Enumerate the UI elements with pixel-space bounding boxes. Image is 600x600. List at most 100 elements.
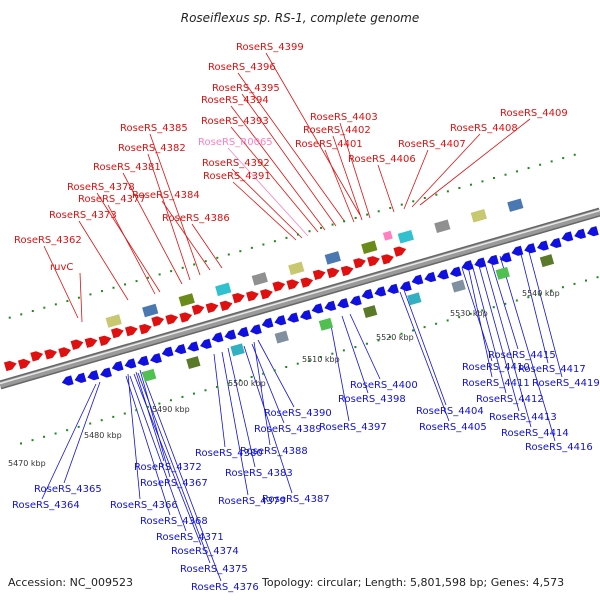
leader-line-bottom xyxy=(125,375,171,516)
reverse-gene xyxy=(224,329,237,340)
feature-block xyxy=(324,251,341,265)
leader-line-top xyxy=(237,72,346,223)
tick-label: 5540 kbp xyxy=(522,289,560,298)
scale-dot-0 xyxy=(331,223,334,226)
scale-dot-1 xyxy=(112,415,115,418)
reverse-gene xyxy=(487,254,499,266)
scale-dot-0 xyxy=(366,213,369,216)
feature-block xyxy=(186,356,201,370)
reverse-gene xyxy=(211,332,224,343)
reverse-gene xyxy=(437,269,449,280)
gene-label-top: RoseRS_4392 xyxy=(202,158,270,169)
scale-dot-0 xyxy=(227,253,230,256)
feature-block xyxy=(142,303,159,318)
scale-dot-1 xyxy=(458,316,461,319)
scale-dot-0 xyxy=(516,170,519,173)
gene-label-bottom: RoseRS_4419 xyxy=(532,378,600,389)
tick-label: 5490 kbp xyxy=(152,405,190,414)
reverse-gene xyxy=(399,281,412,292)
leader-line-bottom xyxy=(257,339,295,408)
reverse-gene xyxy=(499,252,512,263)
scale-dot-1 xyxy=(527,296,530,299)
reverse-gene xyxy=(174,343,187,355)
tick-label: 5480 kbp xyxy=(84,431,122,440)
reverse-gene xyxy=(461,260,474,271)
forward-gene xyxy=(44,349,58,360)
forward-gene xyxy=(326,267,340,279)
gene-label-top: RoseRS_4409 xyxy=(500,108,568,119)
reverse-gene xyxy=(274,315,287,326)
scale-dot-1 xyxy=(515,299,518,302)
gene-label-top: RoseRS_4391 xyxy=(203,171,271,182)
forward-gene xyxy=(312,269,326,281)
scale-dot-0 xyxy=(77,296,80,299)
scale-dot-1 xyxy=(365,342,368,345)
feature-block xyxy=(470,208,487,223)
reverse-gene xyxy=(200,338,212,349)
forward-gene xyxy=(381,254,394,265)
scale-dot-0 xyxy=(550,160,553,163)
scale-dot-0 xyxy=(377,210,380,213)
scale-dot-1 xyxy=(285,365,288,368)
feature-block xyxy=(361,240,378,255)
reverse-gene xyxy=(537,240,549,251)
scale-dot-0 xyxy=(296,233,299,236)
gene-label-bottom: RoseRS_4376 xyxy=(191,582,259,593)
gene-label-bottom: RoseRS_4414 xyxy=(501,428,569,439)
leader-line-bottom xyxy=(499,255,556,442)
scale-dot-0 xyxy=(423,196,426,199)
leader-line-top xyxy=(324,149,355,223)
scale-dot-0 xyxy=(204,260,207,263)
reverse-gene xyxy=(61,375,74,386)
scale-dot-1 xyxy=(469,312,472,315)
reverse-gene xyxy=(100,367,112,378)
gene-label-top: RoseRS_4381 xyxy=(93,162,161,173)
feature-block xyxy=(495,266,510,280)
scale-dot-0 xyxy=(31,310,34,313)
reverse-gene xyxy=(337,298,349,309)
scale-dot-1 xyxy=(135,409,138,412)
reverse-gene xyxy=(511,245,524,256)
scale-dot-0 xyxy=(54,303,57,306)
scale-dot-1 xyxy=(585,279,588,282)
forward-gene xyxy=(205,302,219,313)
scale-dot-1 xyxy=(296,362,299,365)
forward-gene xyxy=(219,300,233,312)
forward-gene xyxy=(70,339,84,350)
scale-dot-1 xyxy=(504,302,507,305)
gene-label-bottom: RoseRS_4364 xyxy=(12,500,80,511)
leader-line-top xyxy=(265,52,361,216)
scale-dot-1 xyxy=(158,402,161,405)
feature-block xyxy=(251,272,268,286)
feature-block xyxy=(434,219,451,233)
leader-line-top xyxy=(227,147,309,237)
reverse-gene xyxy=(411,274,424,285)
scale-dot-0 xyxy=(285,236,288,239)
gene-label-bottom: RoseRS_4389 xyxy=(254,424,322,435)
scale-dot-1 xyxy=(481,309,484,312)
scale-dot-0 xyxy=(412,200,415,203)
leader-line-top xyxy=(403,149,429,210)
leader-line-top xyxy=(79,272,83,323)
scale-dot-0 xyxy=(239,250,242,253)
scale-dot-0 xyxy=(458,187,461,190)
gene-label-bottom: RoseRS_4366 xyxy=(110,500,178,511)
gene-label-bottom: RoseRS_4371 xyxy=(156,532,224,543)
scale-dot-1 xyxy=(446,319,449,322)
scale-dot-0 xyxy=(112,286,115,289)
feature-block xyxy=(507,198,524,212)
reverse-gene xyxy=(137,355,150,366)
leader-line-top xyxy=(419,118,531,206)
rna-feature xyxy=(382,230,393,241)
reverse-gene xyxy=(524,243,537,254)
gene-tracks xyxy=(0,198,600,390)
scale-dot-0 xyxy=(539,163,542,166)
scale-dot-0 xyxy=(262,243,265,246)
tick-label: 5500 kbp xyxy=(228,379,266,388)
reverse-gene xyxy=(361,288,374,300)
gene-label-bottom: RoseRS_4387 xyxy=(262,494,330,505)
gene-label-top: RoseRS_4402 xyxy=(303,125,371,136)
forward-gene xyxy=(393,246,407,257)
feature-block xyxy=(105,314,122,328)
scale-dot-1 xyxy=(89,422,92,425)
